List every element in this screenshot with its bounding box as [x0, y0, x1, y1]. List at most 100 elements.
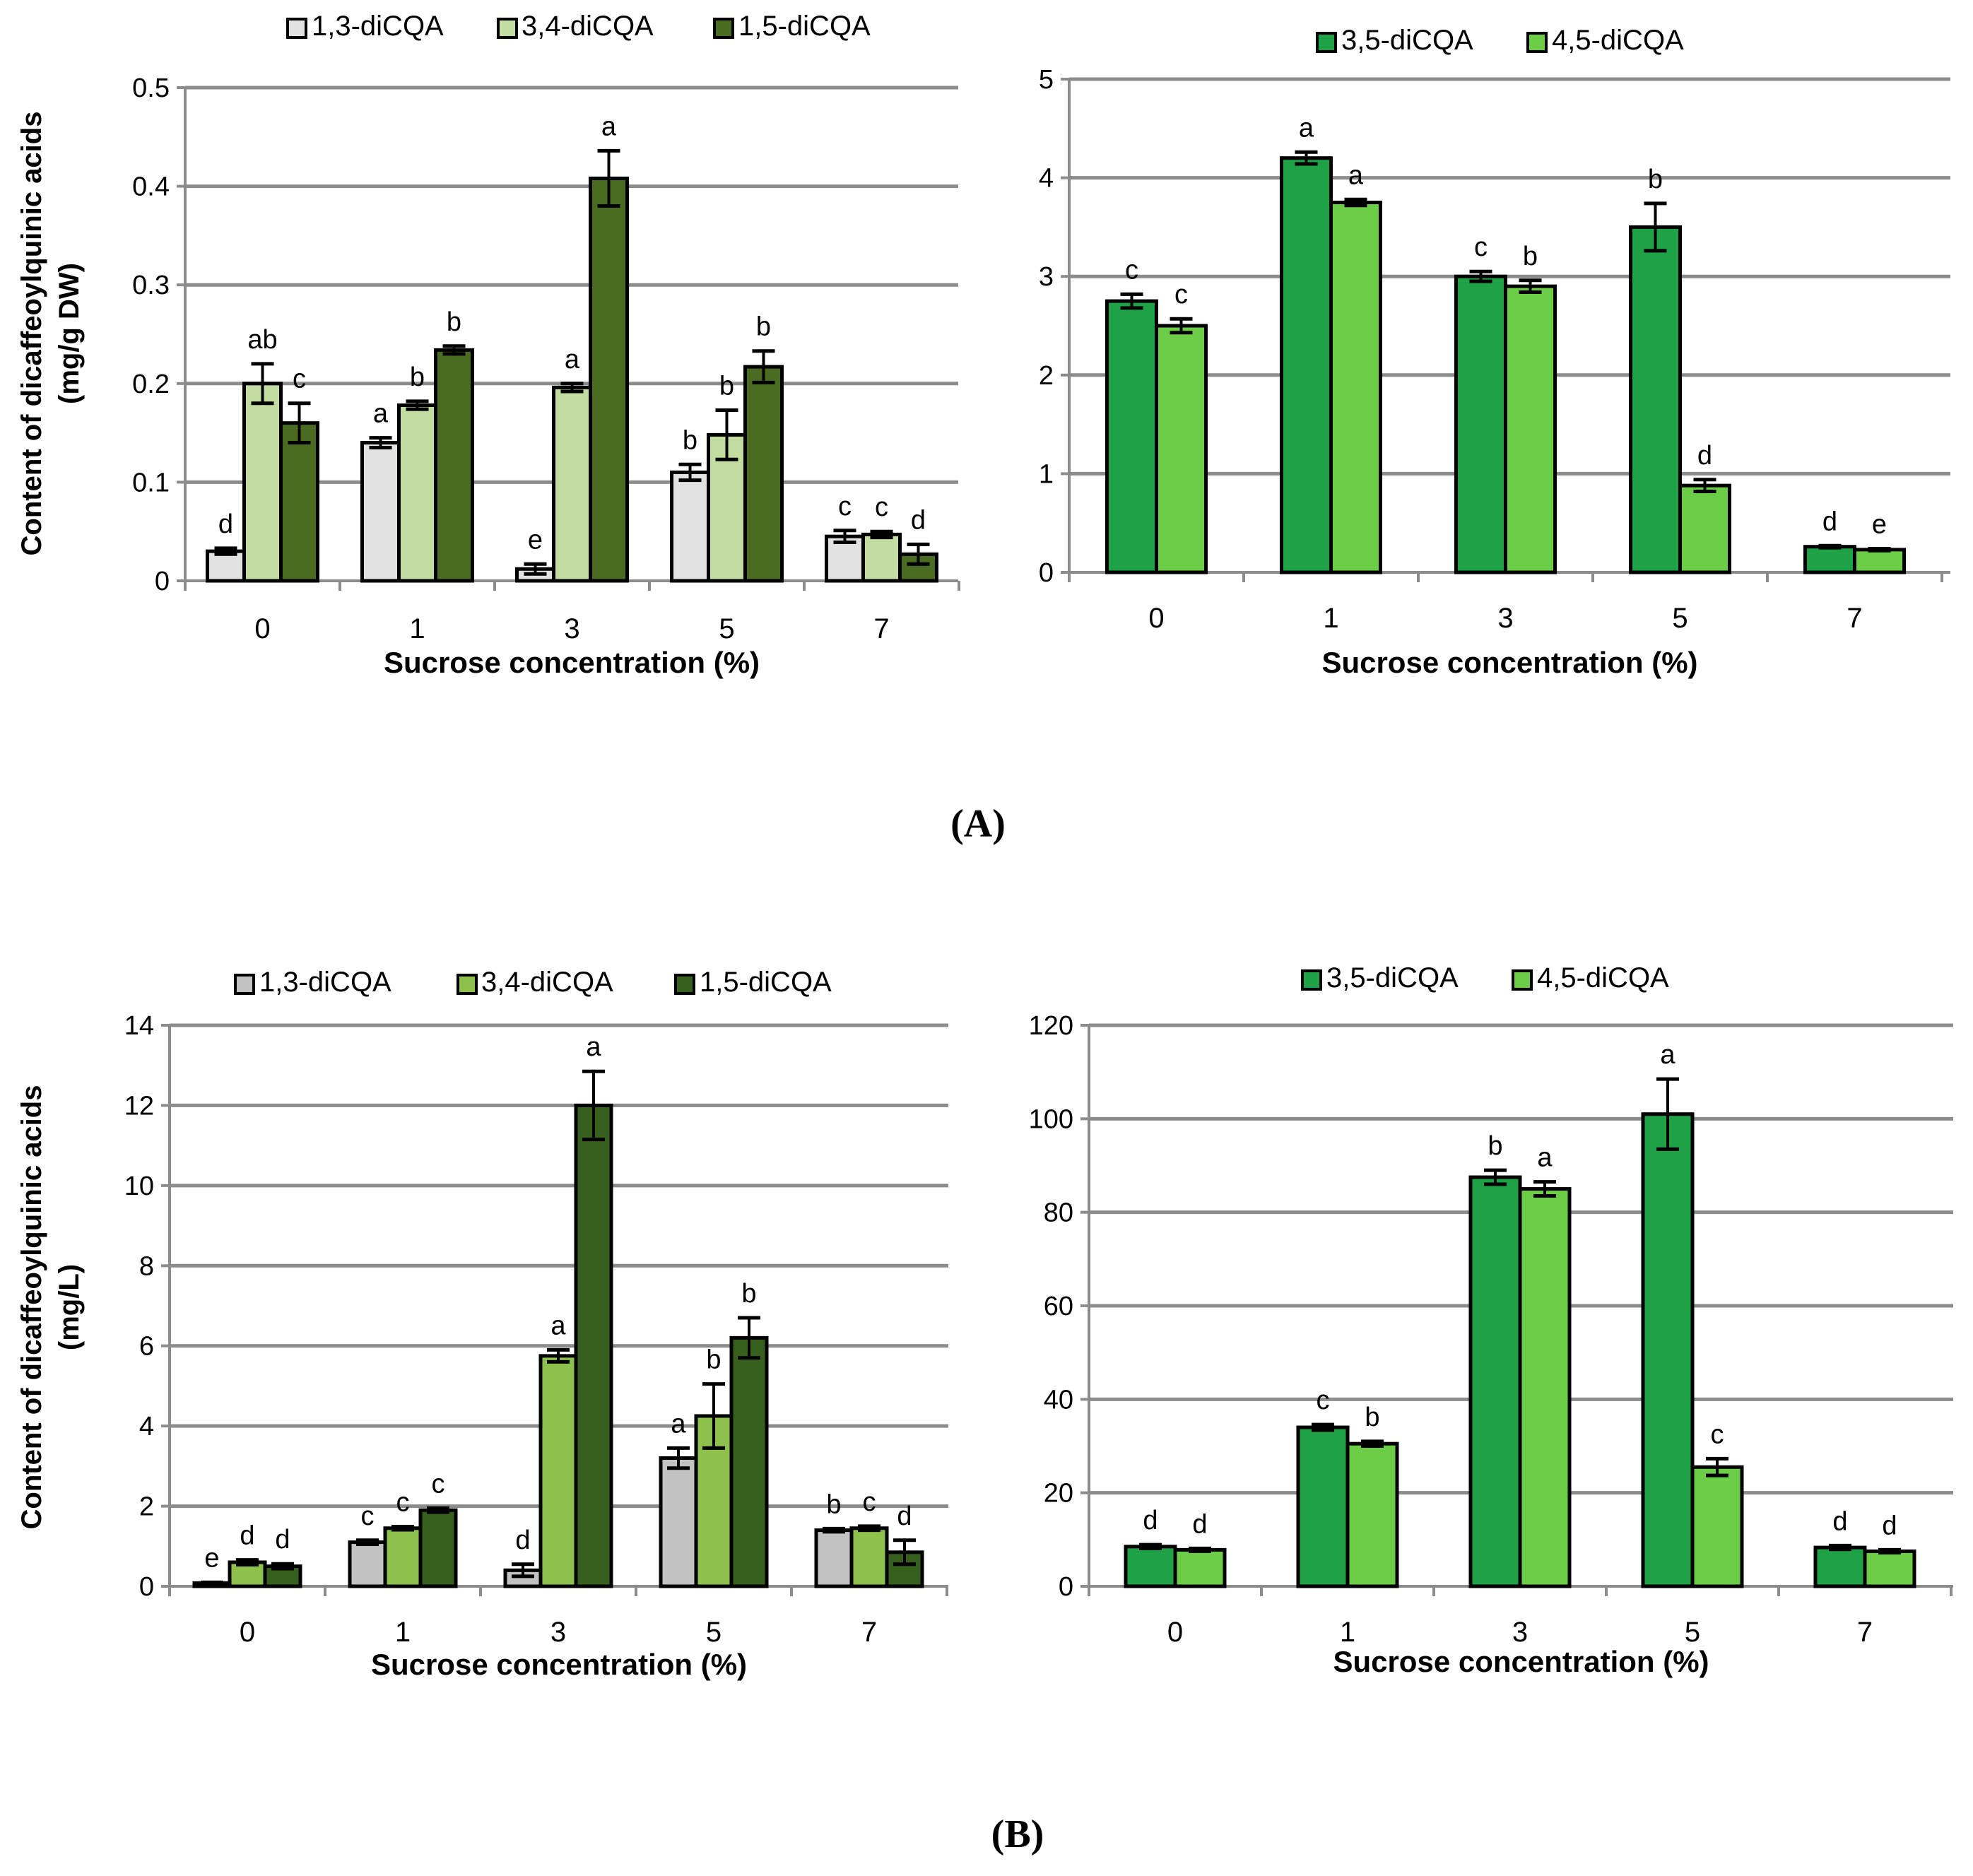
- significance-letter: c: [838, 492, 852, 521]
- x-axis-label: Sucrose concentration (%): [371, 1648, 747, 1681]
- bar-3-4-dicqa-0: [242, 382, 283, 583]
- legend-swatch: [234, 974, 255, 995]
- bar-4-5-dicqa-5: [1690, 1465, 1744, 1588]
- bar-3-4-dicqa-7: [861, 532, 902, 583]
- significance-letter: c: [432, 1469, 445, 1499]
- bar-3-5-dicqa-1: [1296, 1425, 1350, 1588]
- y-tick-label: 4: [1039, 164, 1054, 194]
- y-tick-label: 12: [124, 1091, 154, 1121]
- significance-letter: d: [1143, 1506, 1158, 1535]
- y-tick-label: 0.3: [132, 271, 170, 300]
- bar-3-4-dicqa-3: [538, 1354, 578, 1588]
- x-tick-label: 5: [719, 613, 734, 644]
- x-tick-label: 5: [1672, 603, 1688, 634]
- legend-swatch: [713, 18, 734, 39]
- legend-label: 1,3-diCQA: [259, 967, 391, 998]
- y-tick-label: 14: [124, 1011, 154, 1041]
- bar-1-3-dicqa-1: [360, 441, 401, 583]
- significance-letter: b: [1648, 165, 1663, 194]
- bar-3-4-dicqa-7: [849, 1526, 889, 1588]
- y-tick-label: 0: [139, 1572, 154, 1602]
- significance-letter: d: [1832, 1506, 1847, 1536]
- y-tick-label: 3: [1039, 262, 1054, 292]
- bar-1-3-dicqa-1: [348, 1540, 387, 1588]
- y-tick-label: 6: [139, 1332, 154, 1362]
- significance-letter: b: [706, 1345, 721, 1375]
- significance-letter: a: [671, 1409, 686, 1439]
- significance-letter: e: [528, 525, 543, 555]
- significance-letter: a: [1348, 160, 1364, 190]
- significance-letter: d: [1822, 507, 1837, 536]
- y-tick-label: 10: [124, 1172, 154, 1201]
- bar-4-5-dicqa-5: [1678, 483, 1731, 574]
- legend-label: 3,4-diCQA: [522, 11, 654, 42]
- legend-swatch: [457, 974, 478, 995]
- y-tick-label: 120: [1029, 1011, 1073, 1041]
- significance-letter: b: [1523, 242, 1538, 271]
- bar-3-5-dicqa-0: [1124, 1545, 1177, 1588]
- y-axis-label: (mg/L): [54, 1264, 85, 1350]
- y-tick-label: 2: [139, 1492, 154, 1522]
- significance-letter: a: [1537, 1143, 1553, 1173]
- x-tick-label: 3: [1512, 1617, 1528, 1648]
- x-tick-label: 3: [564, 613, 579, 644]
- y-tick-label: 5: [1039, 65, 1054, 95]
- bar-4-5-dicqa-3: [1504, 284, 1557, 574]
- bar-4-5-dicqa-3: [1518, 1187, 1572, 1588]
- significance-letter: d: [515, 1526, 530, 1555]
- y-tick-label: 8: [139, 1251, 154, 1281]
- significance-letter: b: [756, 312, 771, 342]
- significance-letter: d: [1882, 1511, 1897, 1540]
- bar-3-5-dicqa-3: [1454, 274, 1507, 574]
- significance-letter: b: [1365, 1403, 1379, 1432]
- bar-3-4-dicqa-1: [383, 1526, 423, 1588]
- significance-letter: a: [1660, 1040, 1675, 1070]
- significance-letter: b: [826, 1489, 841, 1519]
- significance-letter: c: [1125, 255, 1138, 285]
- y-tick-label: 20: [1044, 1479, 1073, 1509]
- panel-label-a: (A): [950, 802, 1006, 846]
- bar-4-5-dicqa-1: [1345, 1441, 1399, 1588]
- bar-3-5-dicqa-0: [1105, 299, 1158, 574]
- x-tick-label: 0: [254, 613, 270, 644]
- bar-3-5-dicqa-7: [1813, 1545, 1867, 1588]
- y-tick-label: 4: [139, 1412, 154, 1441]
- significance-letter: a: [586, 1032, 601, 1062]
- y-tick-label: 60: [1044, 1292, 1073, 1321]
- legend-swatch: [1301, 969, 1322, 991]
- bar-1-5-dicqa-5: [743, 365, 784, 583]
- significance-letter: d: [275, 1525, 290, 1555]
- significance-letter: c: [396, 1487, 410, 1517]
- bar-3-5-dicqa-1: [1280, 156, 1333, 574]
- bar-4-5-dicqa-0: [1155, 324, 1208, 574]
- x-tick-label: 3: [1497, 603, 1513, 634]
- x-tick-label: 7: [861, 1617, 877, 1648]
- x-tick-label: 1: [1340, 1617, 1355, 1648]
- significance-letter: d: [897, 1502, 912, 1531]
- bar-4-5-dicqa-1: [1329, 201, 1382, 574]
- y-tick-label: 0.2: [132, 370, 170, 399]
- x-tick-label: 0: [240, 1617, 255, 1648]
- significance-letter: e: [1872, 509, 1887, 539]
- panel-label-b: (B): [991, 1812, 1044, 1856]
- bar-1-5-dicqa-3: [574, 1103, 613, 1588]
- bar-1-3-dicqa-5: [659, 1456, 698, 1588]
- bar-1-5-dicqa-3: [589, 176, 629, 583]
- significance-letter: d: [1192, 1509, 1207, 1539]
- bar-3-5-dicqa-3: [1468, 1175, 1522, 1588]
- significance-letter: a: [550, 1311, 566, 1340]
- significance-letter: c: [875, 492, 888, 522]
- legend-label: 1,3-diCQA: [312, 11, 444, 42]
- x-axis-label: Sucrose concentration (%): [384, 646, 760, 679]
- significance-letter: b: [1488, 1131, 1502, 1161]
- y-tick-label: 0: [1039, 558, 1054, 588]
- legend-swatch: [286, 18, 307, 39]
- significance-letter: d: [1697, 441, 1712, 471]
- x-tick-label: 1: [1323, 603, 1338, 634]
- bar-3-5-dicqa-5: [1641, 1112, 1695, 1588]
- bar-4-5-dicqa-7: [1863, 1549, 1916, 1588]
- x-tick-label: 3: [550, 1617, 566, 1648]
- bar-4-5-dicqa-0: [1173, 1547, 1227, 1588]
- significance-letter: d: [911, 505, 926, 535]
